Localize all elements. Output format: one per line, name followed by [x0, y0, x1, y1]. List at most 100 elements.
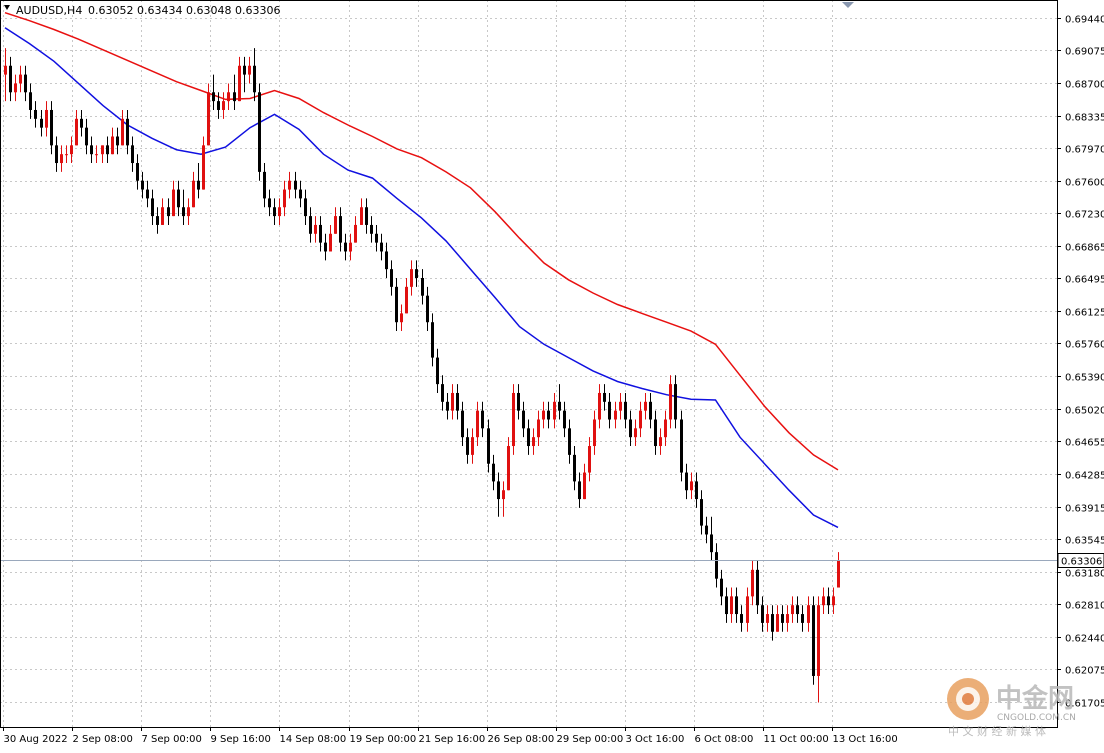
candle-bearish	[243, 56, 246, 93]
candle-bullish	[451, 384, 454, 420]
candle-bearish	[700, 490, 703, 535]
candle-body	[319, 224, 322, 243]
candle-bearish	[309, 207, 312, 243]
candle-bearish	[29, 83, 32, 119]
candle-bearish	[725, 587, 728, 623]
symbol-label: AUDUSD,H4	[16, 4, 82, 17]
candle-body	[156, 216, 159, 225]
chart-menu-triangle-icon[interactable]	[4, 5, 10, 10]
candle-bearish	[324, 233, 327, 261]
candle-bullish	[786, 605, 789, 632]
candle-body	[608, 401, 611, 420]
candle-bearish	[441, 375, 444, 411]
candle-body	[101, 145, 104, 155]
candle-body	[60, 154, 63, 164]
candle-body	[720, 578, 723, 597]
candle-body	[126, 118, 129, 146]
y-tick-label: 0.68335	[1065, 113, 1104, 124]
candle-bullish	[334, 207, 337, 234]
candle-bearish	[649, 392, 652, 429]
candle-body	[542, 410, 545, 420]
candle-bullish	[111, 127, 114, 155]
candle-body	[375, 233, 378, 243]
candle-bearish	[385, 242, 388, 278]
candle-body	[131, 145, 134, 164]
candle-body	[309, 216, 312, 234]
candle-body	[55, 145, 58, 164]
candle-body	[624, 401, 627, 420]
candle-body	[537, 419, 540, 438]
candle-body	[619, 401, 622, 411]
candle-bearish	[801, 605, 804, 632]
candle-bullish	[807, 596, 810, 632]
candle-body	[492, 463, 495, 482]
candle-body	[268, 198, 271, 208]
candle-body	[263, 171, 266, 199]
candle-bearish	[695, 472, 698, 508]
candle-bearish	[573, 446, 576, 491]
candle-bearish	[24, 65, 27, 102]
candle-body	[288, 180, 291, 190]
candle-body	[238, 65, 241, 102]
candle-body	[649, 401, 652, 420]
candle-bullish	[690, 472, 693, 500]
candle-bearish	[497, 472, 500, 517]
candle-body	[212, 92, 215, 102]
candle-bearish	[156, 207, 159, 234]
candle-body	[167, 207, 170, 217]
candle-body	[527, 428, 530, 447]
candle-bearish	[344, 233, 347, 261]
candle-bullish	[730, 587, 733, 623]
candle-body	[451, 392, 454, 411]
candle-body	[192, 180, 195, 208]
candle-bearish	[735, 587, 738, 623]
candle-body	[578, 481, 581, 500]
candle-body	[360, 207, 363, 225]
candle-body	[324, 242, 327, 252]
candle-body	[837, 560, 840, 588]
candle-body	[639, 410, 642, 429]
candle-bearish	[756, 560, 759, 615]
x-tick-label: 14 Sep 08:00	[280, 734, 347, 745]
candle-bullish	[101, 145, 104, 164]
candle-bearish	[212, 74, 215, 110]
candle-bearish	[796, 596, 799, 623]
candle-body	[705, 525, 708, 535]
candle-bullish	[532, 428, 535, 455]
candle-body	[796, 605, 799, 615]
candle-bearish	[481, 401, 484, 438]
candle-bullish	[817, 596, 820, 703]
candle-bullish	[614, 401, 617, 429]
candle-body	[761, 605, 764, 623]
y-tick-label: 0.69440	[1065, 15, 1104, 26]
candle-body	[634, 428, 637, 438]
candle-body	[29, 92, 32, 110]
candle-body	[553, 401, 556, 420]
candle-bearish	[177, 180, 180, 217]
candle-bearish	[380, 233, 383, 261]
candle-body	[598, 392, 601, 420]
shift-marker-icon[interactable]	[842, 2, 854, 8]
y-tick-label: 0.63915	[1065, 504, 1104, 515]
candle-body	[197, 180, 200, 190]
candle-bearish	[492, 454, 495, 491]
x-tick-label: 3 Oct 16:00	[626, 734, 685, 745]
candle-body	[34, 109, 37, 119]
candle-body	[507, 446, 510, 491]
candle-body	[187, 207, 190, 217]
candle-bearish	[395, 278, 398, 332]
candle-body	[380, 242, 383, 252]
candle-body	[680, 419, 683, 473]
candle-bullish	[349, 233, 352, 261]
y-tick-label: 0.64655	[1065, 438, 1104, 449]
candle-body	[756, 569, 759, 606]
candle-body	[690, 481, 693, 491]
x-tick-label: 26 Sep 08:00	[488, 734, 555, 745]
y-tick-label: 0.67230	[1065, 210, 1104, 221]
candle-bearish	[629, 410, 632, 447]
candle-bearish	[705, 516, 708, 544]
candle-bullish	[822, 587, 825, 615]
candle-bullish	[75, 109, 78, 146]
